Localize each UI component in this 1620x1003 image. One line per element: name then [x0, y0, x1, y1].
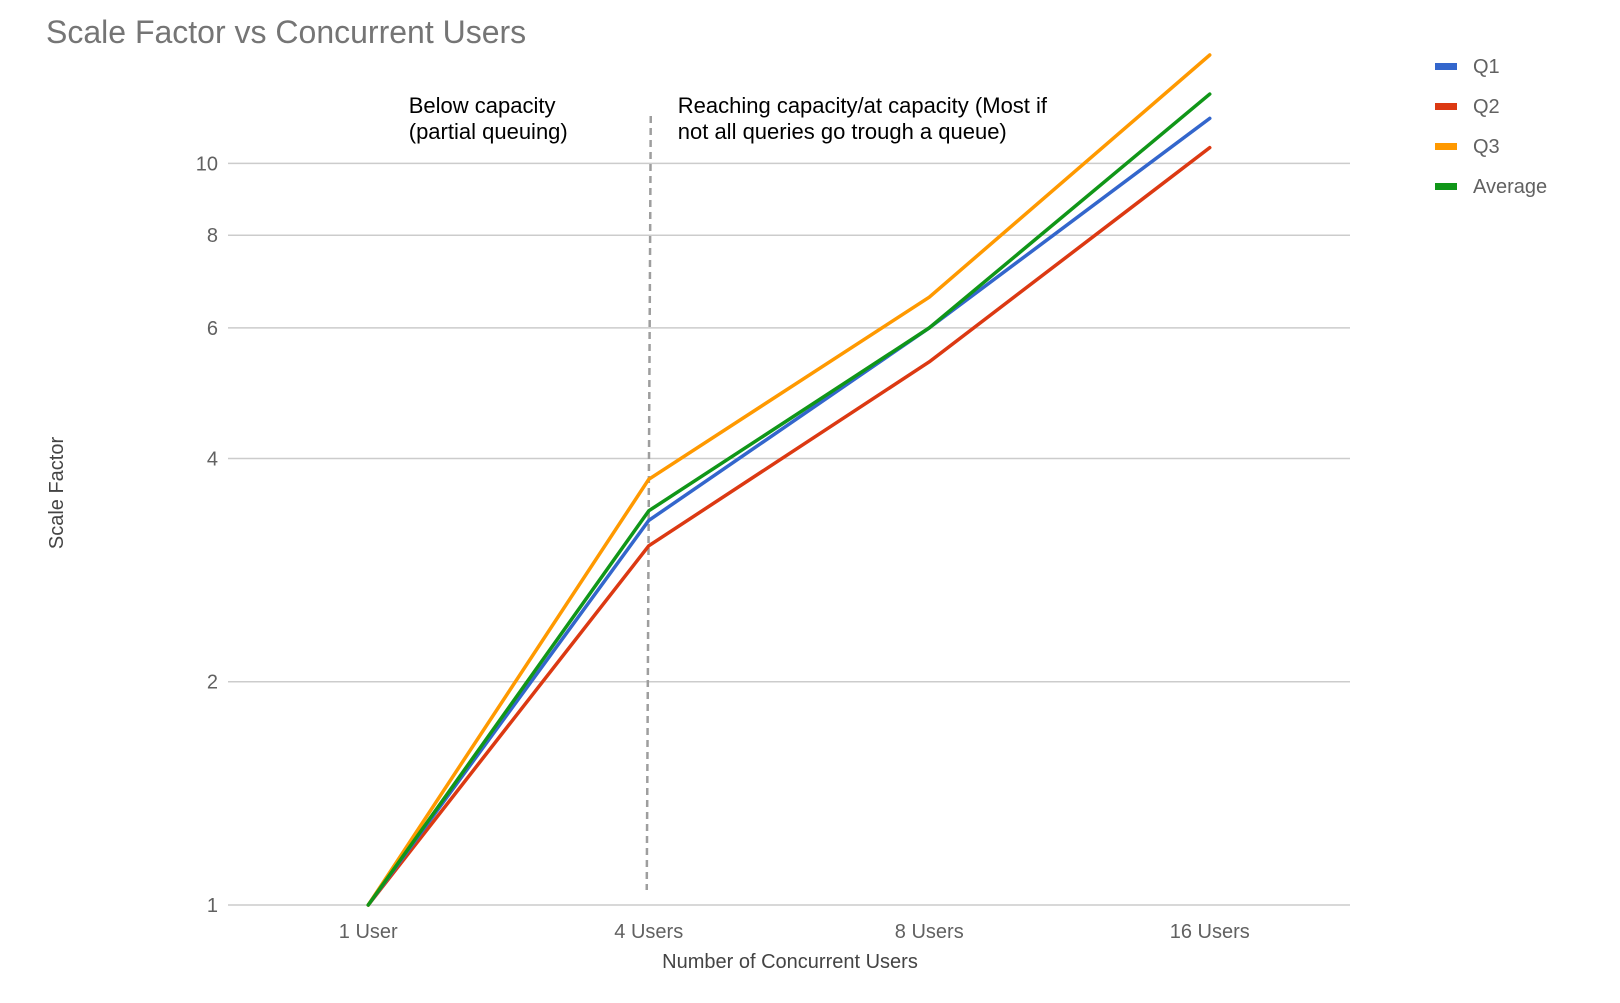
- x-tick-label: 16 Users: [1170, 921, 1250, 943]
- legend-label-q1: Q1: [1473, 56, 1500, 78]
- x-tick-label: 4 Users: [614, 921, 683, 943]
- legend-swatch-q3: [1435, 143, 1457, 150]
- series-line-q3: [366, 53, 1212, 907]
- legend-label-average: Average: [1473, 176, 1547, 198]
- series-line-q1: [366, 116, 1212, 907]
- legend-swatch-q2: [1435, 103, 1457, 110]
- x-axis-title: Number of Concurrent Users: [662, 951, 918, 973]
- y-tick-label: 10: [196, 153, 218, 175]
- y-tick-label: 1: [207, 895, 218, 917]
- y-tick-label: 2: [207, 672, 218, 694]
- capacity-divider-line: [645, 115, 652, 891]
- y-tick-label: 8: [207, 225, 218, 247]
- chart-title: Scale Factor vs Concurrent Users: [46, 14, 526, 50]
- y-axis-ticks: 1 2 4 6 8 10: [196, 153, 218, 917]
- x-tick-label: 8 Users: [895, 921, 964, 943]
- series-line-q2: [366, 145, 1212, 907]
- capacity-annotations: Below capacity(partial queuing) Reaching …: [409, 93, 1048, 144]
- legend-swatch-q1: [1435, 63, 1457, 70]
- annotation-below-capacity-line: (partial queuing): [409, 119, 568, 144]
- grid-lines: [228, 162, 1350, 906]
- series-line-average: [366, 92, 1212, 907]
- series-lines: [366, 53, 1212, 907]
- y-axis-title: Scale Factor: [46, 437, 68, 550]
- y-tick-label: 4: [207, 448, 218, 470]
- legend-label-q3: Q3: [1473, 136, 1500, 158]
- x-axis-ticks: 1 User 4 Users 8 Users 16 Users: [339, 921, 1250, 943]
- y-tick-label: 6: [207, 318, 218, 340]
- legend-label-q2: Q2: [1473, 96, 1500, 118]
- legend-swatch-average: [1435, 183, 1457, 190]
- x-tick-label: 1 User: [339, 921, 398, 943]
- annotation-below-capacity-line: Below capacity: [409, 93, 556, 118]
- annotation-at-capacity-line: Reaching capacity/at capacity (Most if: [678, 93, 1048, 118]
- annotation-at-capacity-line: not all queries go trough a queue): [678, 119, 1007, 144]
- legend: Q1 Q2 Q3 Average: [1435, 56, 1547, 198]
